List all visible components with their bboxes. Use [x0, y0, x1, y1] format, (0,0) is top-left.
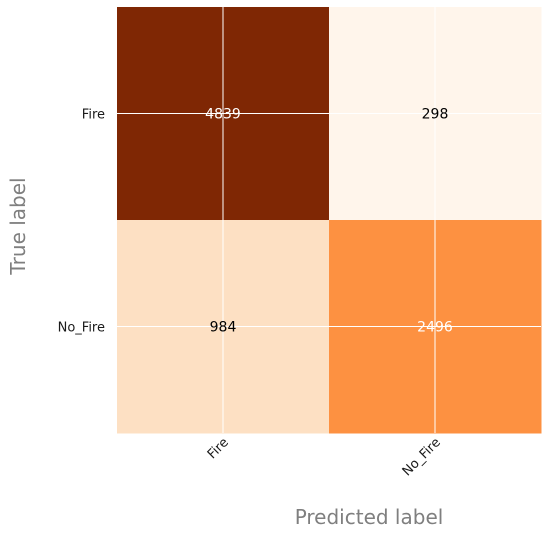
cell-value-label: 984 [210, 320, 237, 336]
y-tick-label: No_Fire [58, 321, 105, 336]
x-tick-label: No_Fire [400, 435, 444, 479]
cell-value-label: 2496 [417, 320, 453, 336]
x-axis-label: Predicted label [295, 505, 444, 529]
x-tick-labels: Fire No_Fire [205, 435, 444, 479]
y-tick-label: Fire [82, 108, 105, 123]
gridlines [117, 7, 541, 433]
x-tick-label: Fire [205, 435, 232, 462]
cell-value-label: 298 [422, 107, 449, 123]
cell-value-label: 4839 [205, 107, 241, 123]
cell-value-labels: 4839 298 984 2496 [205, 107, 453, 336]
y-axis-label: True label [6, 177, 30, 275]
y-tick-labels: Fire No_Fire [58, 108, 105, 336]
heatmap-cells [117, 7, 542, 434]
